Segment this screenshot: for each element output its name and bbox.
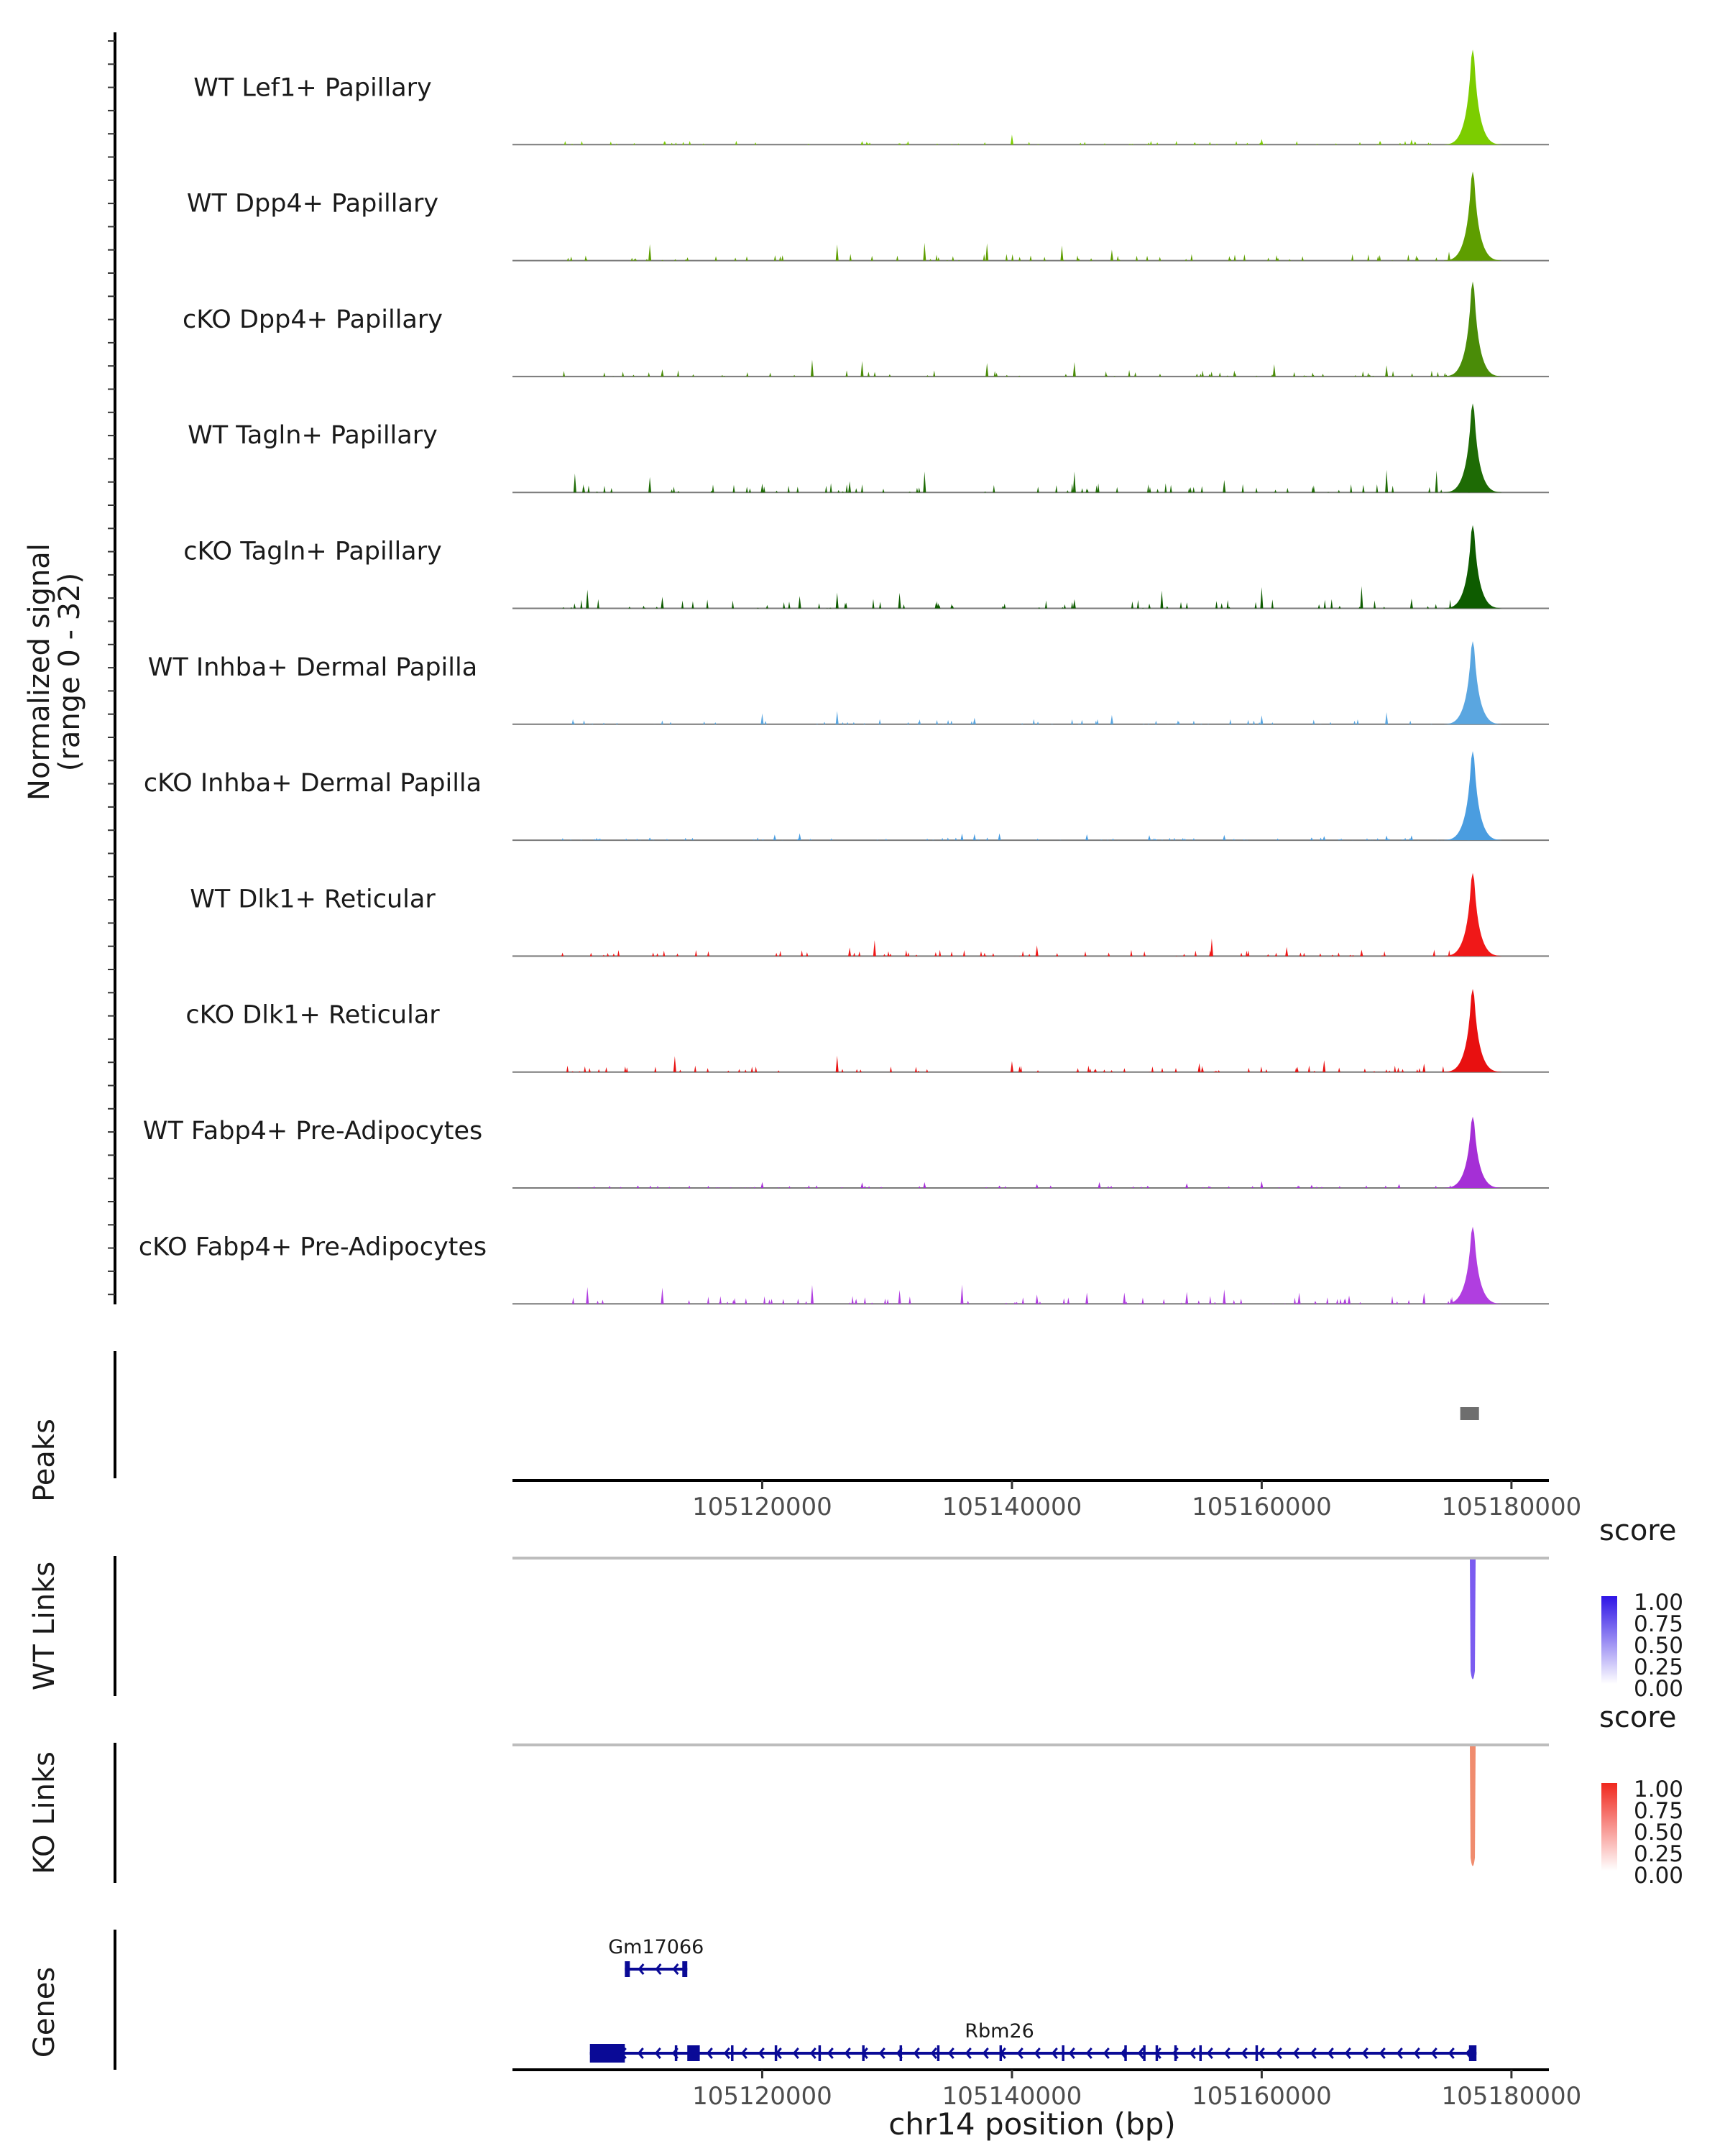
x-axis-top: 105120000 105140000 105160000 105180000 bbox=[512, 1479, 1582, 1521]
legend-colorbar bbox=[1601, 1783, 1617, 1871]
track-noise-peaks bbox=[564, 134, 1484, 145]
coverage-y-axis-label: Normalized signal bbox=[23, 543, 56, 801]
genes-panel: Gm17066 Rbm26 bbox=[114, 1930, 1477, 2070]
track-label: WT Dpp4+ Papillary bbox=[187, 190, 438, 218]
gene-exon bbox=[674, 2045, 678, 2061]
gene-exon bbox=[937, 2045, 940, 2061]
legend-tick-label: 0.00 bbox=[1634, 1676, 1683, 1702]
legend-title: score bbox=[1599, 1514, 1676, 1547]
x-axis-title: chr14 position (bp) bbox=[888, 2106, 1176, 2142]
x-axis-tick-label: 105180000 bbox=[1442, 1493, 1582, 1521]
legend-tick-label: 0.75 bbox=[1634, 1798, 1683, 1824]
track-label: WT Fabp4+ Pre-Adipocytes bbox=[143, 1117, 482, 1146]
gene-strand-arrows bbox=[638, 1963, 679, 1975]
gene-exon bbox=[818, 2045, 822, 2061]
track-noise-peaks bbox=[562, 586, 1486, 609]
track-main-peak bbox=[1444, 872, 1502, 957]
legend-tick-label: 0.50 bbox=[1634, 1820, 1683, 1846]
gene-exon bbox=[1143, 2045, 1146, 2061]
gene-exon bbox=[999, 2045, 1003, 2061]
link-arc bbox=[1470, 1746, 1476, 1866]
legend-tick-label: 1.00 bbox=[1634, 1777, 1683, 1802]
track-noise-peaks bbox=[571, 711, 1459, 724]
x-axis-tick-label: 105120000 bbox=[692, 2082, 832, 2111]
track-noise-peaks bbox=[577, 1181, 1470, 1188]
track-main-peak bbox=[1444, 281, 1502, 377]
track-label: cKO Dpp4+ Papillary bbox=[183, 305, 443, 334]
track-label: cKO Tagln+ Papillary bbox=[183, 538, 442, 566]
gene-exon bbox=[1155, 2045, 1159, 2061]
x-axis-tick-label: 105140000 bbox=[942, 1493, 1082, 1521]
track-noise-peaks bbox=[561, 938, 1480, 957]
gene-exon bbox=[625, 1961, 630, 1977]
track-main-peak bbox=[1444, 171, 1502, 261]
track-main-peak bbox=[1444, 50, 1502, 145]
track-main-peak bbox=[1444, 1226, 1502, 1304]
track-label: WT Inhba+ Dermal Papilla bbox=[148, 653, 477, 682]
track-label: cKO Fabp4+ Pre-Adipocytes bbox=[139, 1233, 487, 1261]
track-main-peak bbox=[1444, 403, 1502, 493]
gene-name-label: Rbm26 bbox=[965, 2020, 1034, 2042]
gene-exon bbox=[1124, 2045, 1127, 2061]
x-axis-bottom: 105120000 105140000 105160000 105180000 bbox=[512, 2068, 1582, 2111]
genes-track-label: Genes bbox=[28, 1967, 61, 2058]
track-main-peak bbox=[1444, 988, 1502, 1072]
coverage-tracks-panel: WT Lef1+ Papillary WT Dpp4+ Papillary cKO … bbox=[108, 32, 1549, 1305]
gene-exon bbox=[731, 2045, 734, 2061]
gene-exon bbox=[1174, 2045, 1177, 2061]
gene-exon bbox=[774, 2045, 778, 2061]
x-axis-tick-label: 105120000 bbox=[692, 1493, 832, 1521]
legend-tick-label: 0.50 bbox=[1634, 1633, 1683, 1659]
x-axis-tick-label: 105140000 bbox=[942, 2082, 1082, 2111]
x-axis-tick-label: 105180000 bbox=[1442, 2082, 1582, 2111]
gene-exon bbox=[862, 2045, 865, 2061]
gene-name-label: Gm17066 bbox=[608, 1936, 704, 1958]
track-main-peak bbox=[1444, 751, 1502, 841]
x-axis-tick-label: 105160000 bbox=[1192, 2082, 1332, 2111]
links-track-label: WT Links bbox=[28, 1562, 61, 1690]
gene-exon bbox=[1255, 2045, 1259, 2061]
x-axis-tick-label: 105160000 bbox=[1192, 1493, 1332, 1521]
track-noise-peaks bbox=[573, 469, 1471, 493]
gene-exon bbox=[687, 2045, 700, 2061]
legend-tick-label: 0.75 bbox=[1634, 1611, 1683, 1637]
track-label: cKO Inhba+ Dermal Papilla bbox=[144, 769, 482, 798]
track-noise-peaks bbox=[566, 1055, 1488, 1072]
track-label: WT Dlk1+ Reticular bbox=[190, 885, 436, 913]
track-noise-peaks bbox=[561, 833, 1470, 841]
track-main-peak bbox=[1444, 525, 1502, 609]
gene-exon bbox=[1199, 2045, 1202, 2061]
gene-exon bbox=[589, 2044, 625, 2063]
coverage-y-axis-label-range: (range 0 - 32) bbox=[53, 573, 86, 771]
links-track-label: KO Links bbox=[28, 1751, 61, 1874]
track-main-peak bbox=[1444, 641, 1502, 724]
legend-tick-label: 0.25 bbox=[1634, 1654, 1683, 1680]
track-main-peak bbox=[1444, 1116, 1502, 1188]
track-label: WT Lef1+ Papillary bbox=[193, 73, 432, 102]
track-label: WT Tagln+ Papillary bbox=[188, 421, 438, 450]
peak-region bbox=[1460, 1407, 1479, 1420]
gene-exon bbox=[1468, 2045, 1477, 2061]
track-noise-peaks bbox=[562, 359, 1482, 377]
gene-exon bbox=[899, 2045, 903, 2061]
peaks-panel bbox=[114, 1351, 1479, 1478]
track-noise-peaks bbox=[566, 242, 1483, 261]
legend-tick-label: 0.00 bbox=[1634, 1863, 1683, 1889]
legend-tick-label: 0.25 bbox=[1634, 1841, 1683, 1867]
track-noise-peaks bbox=[571, 1284, 1477, 1304]
gene-exon bbox=[1062, 2045, 1064, 2061]
link-arc bbox=[1470, 1560, 1476, 1680]
legend-tick-label: 1.00 bbox=[1634, 1590, 1683, 1616]
gene-exon bbox=[682, 1961, 688, 1977]
legend-colorbar bbox=[1601, 1596, 1617, 1684]
peaks-track-label: Peaks bbox=[28, 1419, 61, 1502]
track-label: cKO Dlk1+ Reticular bbox=[185, 1001, 440, 1030]
legend-title: score bbox=[1599, 1701, 1676, 1734]
